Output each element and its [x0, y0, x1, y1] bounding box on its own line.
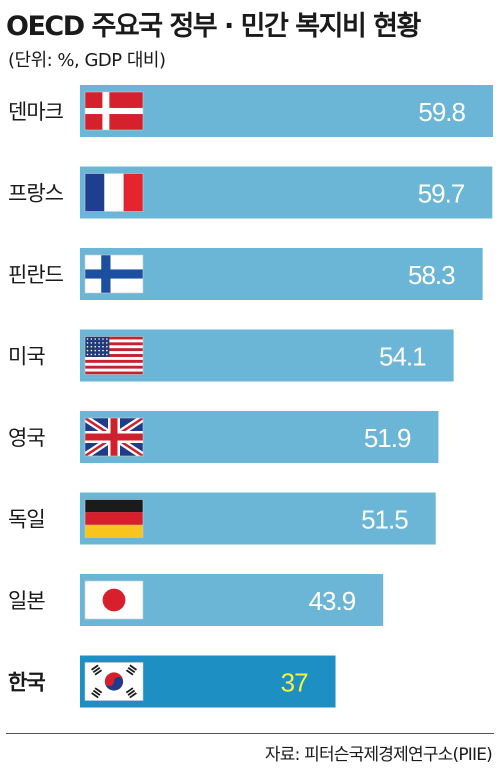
denmark-flag-icon: [84, 91, 144, 131]
chart-title: OECD 주요국 정부 · 민간 복지비 현황: [6, 11, 421, 42]
bar-row-2: 핀란드 58.3: [8, 248, 483, 300]
source-note: 자료: 피터슨국제경제연구소(PIIE): [264, 745, 493, 765]
bar-row-4: 영국 51.9: [8, 411, 439, 463]
bar-row-0: 덴마크 59.8: [8, 85, 493, 137]
value-label: 59.7: [418, 179, 465, 209]
usa-flag-icon: [84, 336, 144, 375]
category-label: 미국: [8, 345, 45, 369]
category-label: 핀란드: [8, 263, 64, 287]
bar-row-5: 독일 51.5: [8, 492, 436, 545]
bar-row-1: 프랑스 59.7: [8, 166, 493, 219]
category-label: 영국: [8, 426, 45, 450]
bar: [80, 166, 493, 219]
finland-flag-icon: [84, 254, 144, 294]
france-flag-icon: [84, 173, 144, 212]
uk-flag-icon: [84, 417, 144, 457]
value-label: 51.5: [361, 505, 408, 535]
category-label: 덴마크: [8, 100, 64, 124]
bar: [80, 85, 493, 137]
bar-row-3: 미국 54.1: [8, 329, 454, 382]
bar-row-6: 일본 43.9: [8, 574, 384, 626]
category-label: 독일: [8, 508, 45, 532]
category-label: 프랑스: [8, 182, 64, 206]
bar-row-7: 한국 37: [8, 655, 336, 708]
japan-flag-icon: [84, 580, 144, 620]
korea-flag-icon: [84, 662, 144, 701]
value-label: 54.1: [379, 342, 426, 372]
germany-flag-icon: [84, 499, 144, 538]
value-label: 43.9: [309, 586, 356, 616]
chart-subtitle: (단위: %, GDP 대비): [8, 50, 166, 71]
value-label: 58.3: [408, 260, 455, 290]
value-label: 51.9: [364, 423, 411, 453]
bar: [80, 248, 483, 300]
value-label: 37: [281, 668, 308, 698]
value-label: 59.8: [418, 97, 465, 127]
category-label: 한국: [8, 671, 45, 695]
footer-divider: [6, 733, 494, 734]
category-label: 일본: [8, 589, 45, 613]
